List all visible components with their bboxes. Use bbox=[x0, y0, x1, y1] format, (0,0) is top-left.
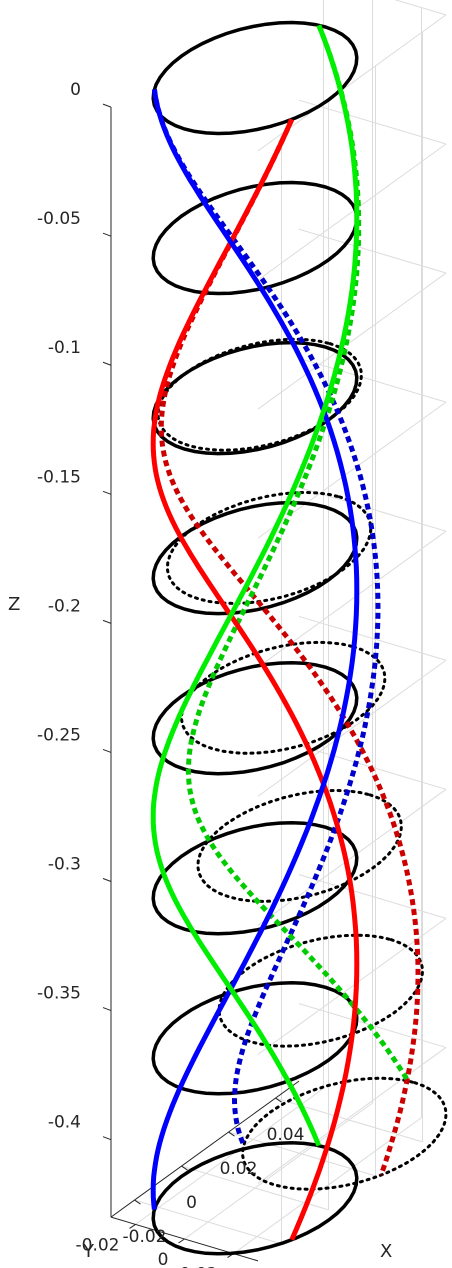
grid-zy-1 bbox=[298, 99, 447, 145]
x-tick-mark-2 bbox=[228, 1131, 235, 1137]
grid-zy-0 bbox=[394, 0, 447, 16]
z-tick-mark-3 bbox=[102, 490, 112, 495]
x-tick-label: 0.02 bbox=[220, 1159, 258, 1179]
z-tick-label: 0 bbox=[70, 80, 81, 100]
x-tick-mark-0 bbox=[134, 1199, 141, 1205]
z-tick-label: -0.35 bbox=[37, 984, 81, 1004]
solid-ring bbox=[151, 340, 359, 456]
x-tick-label: 0.04 bbox=[267, 1125, 305, 1145]
solid-ring bbox=[151, 180, 359, 296]
axes bbox=[102, 103, 300, 1262]
y-tick-label: -0.02 bbox=[76, 1235, 120, 1255]
solid-ring bbox=[151, 820, 359, 936]
grid-zy-3 bbox=[298, 357, 447, 403]
solid-ring bbox=[151, 660, 359, 776]
grid-zy-7 bbox=[298, 874, 447, 919]
z-tick-label: -0.3 bbox=[48, 855, 81, 875]
y-tick-mark-2 bbox=[129, 1223, 136, 1229]
z-tick-label: -0.1 bbox=[48, 338, 81, 358]
y-axis-label: Y bbox=[82, 1241, 95, 1262]
grid-zy-2 bbox=[298, 228, 447, 274]
solid-cross-sections bbox=[151, 20, 359, 1256]
dotted-ring bbox=[196, 788, 404, 903]
dotted-ring bbox=[217, 933, 425, 1048]
z-tick-mark-4 bbox=[102, 619, 112, 624]
x-tick-label: 0 bbox=[186, 1193, 197, 1213]
y-tick-label: 0 bbox=[158, 1250, 169, 1268]
floor-grid-y-1 bbox=[184, 1102, 373, 1240]
z-tick-mark-5 bbox=[102, 748, 112, 753]
x-axis-label: X bbox=[380, 1241, 392, 1262]
grid-zy-5 bbox=[298, 615, 447, 661]
floor-grid-y-0 bbox=[135, 1087, 324, 1225]
z-tick-mark-1 bbox=[102, 232, 112, 237]
solid-ring bbox=[151, 1141, 359, 1256]
dotted-helix-curve bbox=[158, 118, 421, 1176]
solid-helix-curve bbox=[150, 24, 360, 1147]
grid-zx-1 bbox=[257, 143, 447, 281]
grid-zx-8 bbox=[257, 1047, 447, 1184]
z-tick-mark-8 bbox=[102, 1136, 112, 1141]
grid-zx-2 bbox=[257, 272, 447, 410]
z-axis-label: Z bbox=[8, 594, 20, 615]
z-tick-label: -0.2 bbox=[48, 596, 81, 616]
solid-helix-curve bbox=[150, 88, 360, 1210]
helix-curves bbox=[150, 24, 421, 1241]
y-tick-label: 0.02 bbox=[180, 1265, 218, 1268]
x-tick-label: -0.02 bbox=[123, 1227, 167, 1247]
z-tick-mark-7 bbox=[102, 1007, 112, 1012]
z-tick-label: -0.05 bbox=[37, 209, 81, 229]
z-tick-label: -0.4 bbox=[48, 1113, 81, 1133]
x-tick-mark-3 bbox=[275, 1097, 282, 1103]
z-tick-label: -0.25 bbox=[37, 725, 81, 745]
z-tick-mark-2 bbox=[102, 361, 112, 366]
tick-labels: 0 -0.05 -0.1 -0.15 -0.2 -0.25 -0.3 -0.35 -0.4 -0.… bbox=[37, 80, 304, 1268]
x-axis-line bbox=[110, 1080, 300, 1218]
dotted-ring bbox=[240, 1076, 448, 1191]
dotted-ring bbox=[165, 490, 373, 605]
x-tick-mark-1 bbox=[181, 1165, 188, 1171]
grid-zx-5 bbox=[257, 659, 447, 797]
z-tick-label: -0.15 bbox=[37, 467, 81, 487]
solid-helix-curve bbox=[150, 118, 360, 1241]
z-tick-mark-0 bbox=[102, 103, 112, 108]
grid-zx-6 bbox=[257, 788, 447, 926]
solid-ring bbox=[151, 20, 359, 136]
dotted-ring bbox=[156, 337, 364, 452]
z-tick-mark-6 bbox=[102, 878, 112, 882]
y-tick-mark-1 bbox=[178, 1238, 185, 1244]
